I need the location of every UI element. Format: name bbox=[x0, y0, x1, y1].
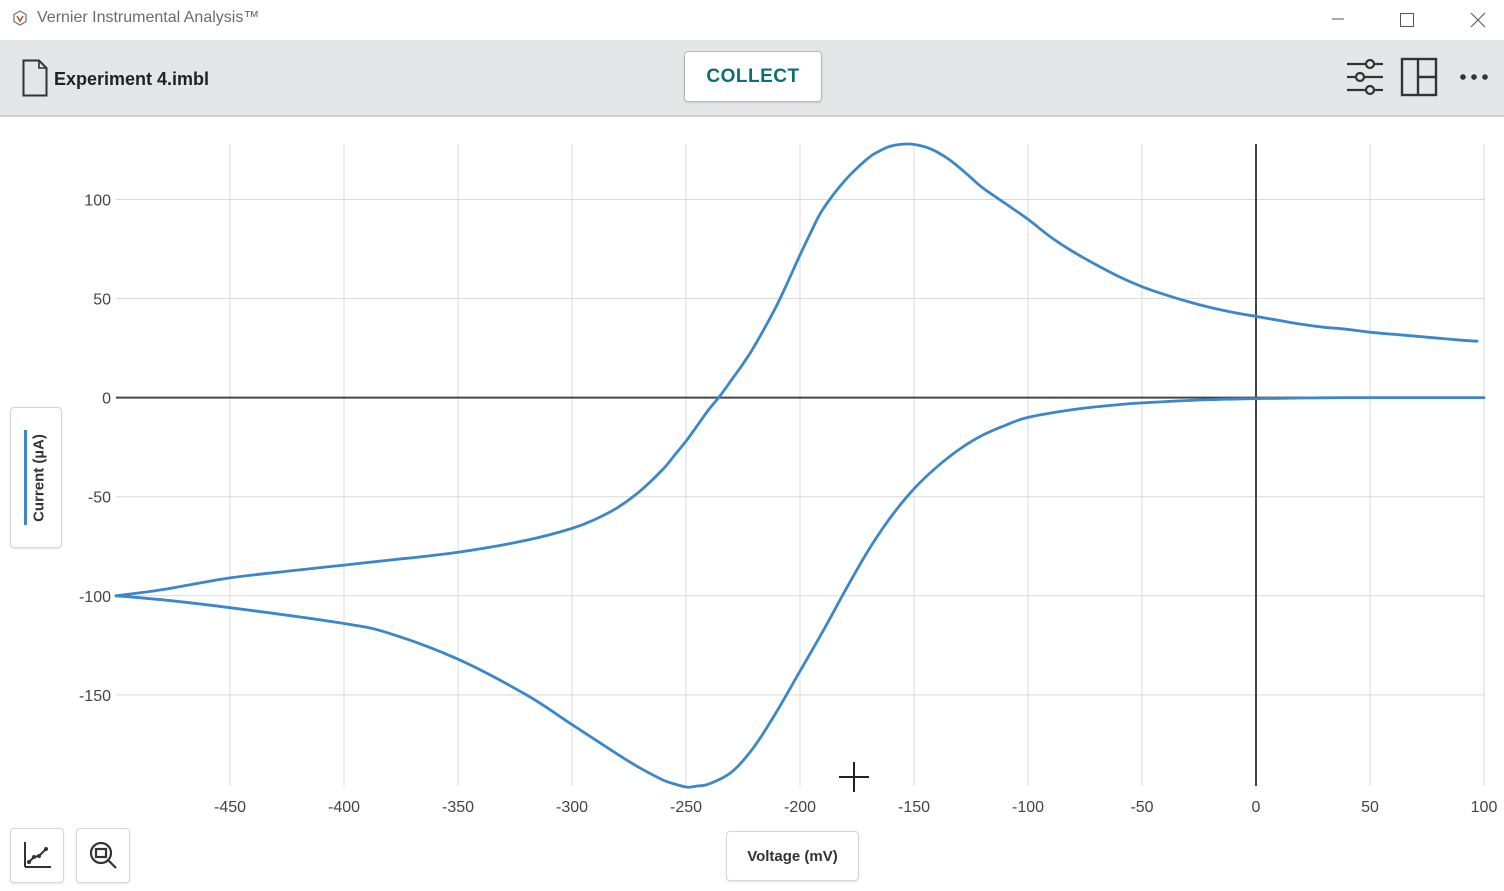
series-color-swatch bbox=[24, 430, 27, 525]
series-line-1 bbox=[114, 142, 1479, 598]
x-tick-label: 50 bbox=[1361, 799, 1379, 816]
x-tick-label: -250 bbox=[670, 799, 702, 816]
y-axis-column-button[interactable]: Current (µA) bbox=[10, 407, 62, 548]
y-tick-label: 50 bbox=[93, 292, 111, 309]
y-tick-label: 100 bbox=[84, 192, 111, 209]
collect-button[interactable]: COLLECT bbox=[684, 51, 822, 102]
x-tick-label: -100 bbox=[1012, 799, 1044, 816]
data-series bbox=[114, 142, 1486, 789]
x-tick-label: -50 bbox=[1130, 799, 1153, 816]
series-line-2 bbox=[114, 396, 1486, 789]
crosshair-cursor-icon bbox=[839, 762, 869, 792]
x-axis-column-button[interactable]: Voltage (mV) bbox=[726, 831, 859, 881]
maximize-button[interactable] bbox=[1383, 4, 1429, 34]
zoom-icon bbox=[89, 841, 117, 869]
window-title: Vernier Instrumental Analysis™ bbox=[37, 9, 260, 26]
y-axis-label: Current (µA) bbox=[30, 434, 48, 522]
x-tick-label: 0 bbox=[1252, 799, 1261, 816]
graph-tools-icon bbox=[24, 842, 51, 868]
y-tick-label: -50 bbox=[88, 490, 111, 507]
close-icon bbox=[1470, 12, 1486, 28]
minimize-button[interactable] bbox=[1315, 4, 1361, 34]
y-tick-label: 0 bbox=[102, 391, 111, 408]
main-toolbar: Experiment 4.imbl COLLECT bbox=[0, 40, 1504, 117]
zoom-button[interactable] bbox=[76, 828, 130, 883]
x-tick-label: -150 bbox=[898, 799, 930, 816]
more-options-icon[interactable] bbox=[1459, 56, 1489, 98]
window-titlebar: Vernier Instrumental Analysis™ bbox=[0, 0, 1504, 40]
y-tick-label: -100 bbox=[79, 589, 111, 606]
layout-panels-icon[interactable] bbox=[1400, 56, 1438, 98]
close-button[interactable] bbox=[1454, 4, 1500, 34]
x-tick-label: -350 bbox=[442, 799, 474, 816]
tick-labels: -450 -400 -350 -300 -250 -200 -150 -100 -50 0 50 10… bbox=[79, 192, 1497, 816]
file-name[interactable]: Experiment 4.imbl bbox=[54, 69, 210, 89]
minimize-icon bbox=[1332, 18, 1344, 20]
file-icon bbox=[22, 59, 48, 97]
maximize-icon bbox=[1400, 13, 1414, 27]
x-tick-label: 100 bbox=[1471, 799, 1498, 816]
settings-sliders-icon[interactable] bbox=[1345, 56, 1385, 98]
vernier-app-icon bbox=[13, 10, 27, 26]
y-tick-label: -150 bbox=[79, 688, 111, 705]
x-tick-label: -450 bbox=[214, 799, 246, 816]
x-tick-label: -200 bbox=[784, 799, 816, 816]
x-tick-label: -300 bbox=[556, 799, 588, 816]
graph-tools-button[interactable] bbox=[10, 828, 64, 883]
grid-lines bbox=[116, 144, 1485, 786]
x-tick-label: -400 bbox=[328, 799, 360, 816]
